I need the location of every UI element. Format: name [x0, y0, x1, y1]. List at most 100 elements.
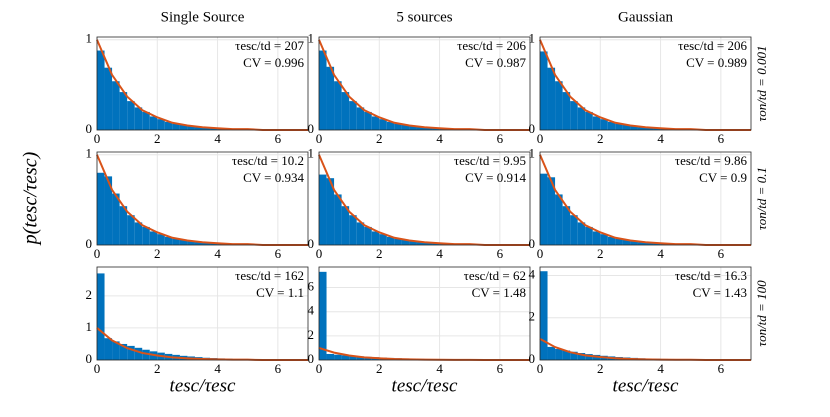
- histogram-bar: [112, 81, 120, 130]
- axes-box: [318, 266, 531, 361]
- x-tick-label: 2: [376, 131, 383, 146]
- annotation: τesc/td = 62: [464, 268, 526, 283]
- histogram-bar: [615, 123, 623, 130]
- histogram-bar: [630, 241, 638, 245]
- histogram-bar: [187, 126, 195, 130]
- y-axis-label: p(tesc/τesc): [20, 151, 42, 246]
- x-tick-label: 0: [316, 246, 323, 261]
- histogram-bar: [179, 239, 188, 245]
- histogram-bar: [149, 231, 158, 245]
- histogram-bar: [364, 226, 372, 245]
- histogram-bar: [386, 121, 395, 130]
- histogram-bar: [432, 128, 440, 130]
- histogram-bar: [645, 127, 654, 130]
- histogram-bar: [356, 107, 365, 130]
- histogram-bar: [570, 351, 578, 360]
- annotation: τesc/td = 207: [235, 38, 304, 53]
- x-tick-label: 0: [94, 246, 101, 261]
- x-tick-label: 0: [537, 131, 544, 146]
- histogram-bar: [341, 355, 350, 360]
- x-tick-label: 2: [154, 246, 161, 261]
- histogram-bar: [341, 206, 350, 245]
- x-tick-label: 2: [154, 361, 161, 376]
- histogram-bar: [622, 124, 631, 130]
- histogram-bar: [585, 111, 593, 130]
- y-tick-label: 0: [308, 121, 315, 136]
- y-tick-label: 4: [529, 266, 536, 281]
- histogram-bar: [394, 123, 402, 130]
- annotation: CV = 0.989: [686, 55, 747, 70]
- histogram-bar: [97, 50, 105, 131]
- x-axis-label: tesc/τesc: [613, 375, 679, 396]
- histogram-bar: [210, 128, 218, 130]
- y-tick-label: 1: [86, 31, 93, 46]
- histogram-bar: [356, 222, 365, 245]
- histogram-bar: [622, 239, 631, 245]
- histogram-bar: [615, 238, 623, 245]
- y-tick-label: 0: [86, 121, 93, 136]
- histogram-bar: [592, 116, 601, 130]
- histogram-bar: [104, 176, 113, 245]
- x-tick-label: 6: [497, 361, 504, 376]
- histogram-bar: [210, 243, 218, 245]
- annotation: CV = 0.934: [243, 170, 304, 185]
- histogram-bar: [319, 271, 327, 360]
- histogram-bar: [577, 107, 586, 130]
- histogram-bar: [319, 50, 327, 131]
- axes-box: [539, 36, 752, 131]
- x-tick-label: 0: [537, 361, 544, 376]
- histogram-bar: [97, 273, 105, 360]
- x-tick-label: 4: [657, 361, 664, 376]
- x-tick-label: 2: [597, 361, 604, 376]
- row-label: τon/td = 0.001: [754, 46, 769, 122]
- histogram-bar: [547, 346, 556, 360]
- axes-box: [96, 36, 309, 131]
- histogram-bar: [607, 121, 616, 130]
- x-tick-label: 6: [718, 246, 725, 261]
- histogram-bar: [562, 350, 571, 360]
- annotation: CV = 0.987: [465, 55, 526, 70]
- histogram-bar: [371, 116, 380, 130]
- histogram-bar: [637, 242, 646, 245]
- x-tick-label: 0: [537, 246, 544, 261]
- x-tick-label: 6: [275, 131, 282, 146]
- histogram-bar: [577, 222, 586, 245]
- histogram-bar: [334, 194, 342, 245]
- y-tick-label: 0: [308, 236, 315, 251]
- x-tick-label: 4: [436, 361, 443, 376]
- histogram-bar: [409, 126, 417, 130]
- axes-box: [539, 266, 752, 361]
- annotation: CV = 0.996: [243, 55, 304, 70]
- histogram-bar: [547, 67, 556, 130]
- row-label: τon/td = 100: [754, 280, 769, 347]
- axes-box: [539, 151, 752, 246]
- histogram-bar: [371, 231, 380, 245]
- histogram-bar: [341, 92, 350, 130]
- x-tick-label: 4: [436, 246, 443, 261]
- y-tick-label: 1: [308, 146, 315, 161]
- histogram-bar: [194, 242, 203, 245]
- x-axis-label: tesc/τesc: [170, 375, 236, 396]
- histogram-bar: [555, 349, 563, 360]
- histogram-bar: [547, 177, 556, 245]
- histogram-bar: [600, 119, 608, 130]
- histogram-bar: [585, 354, 593, 360]
- histogram-bar: [349, 355, 357, 360]
- x-tick-label: 6: [275, 246, 282, 261]
- histogram-bar: [555, 81, 563, 130]
- histogram-bar: [401, 239, 410, 245]
- y-tick-label: 4: [308, 303, 315, 318]
- histogram-bar: [592, 231, 601, 245]
- annotation: τesc/td = 16.3: [675, 268, 747, 283]
- x-tick-label: 4: [214, 246, 221, 261]
- histogram-bar: [364, 111, 372, 130]
- y-tick-label: 1: [86, 319, 93, 334]
- histogram-bar: [104, 67, 113, 130]
- y-tick-label: 0: [529, 121, 536, 136]
- x-axis-label: tesc/τesc: [392, 375, 458, 396]
- histogram-bar: [326, 353, 335, 360]
- histogram-bar: [142, 226, 150, 245]
- y-tick-label: 6: [308, 279, 315, 294]
- x-tick-label: 0: [94, 361, 101, 376]
